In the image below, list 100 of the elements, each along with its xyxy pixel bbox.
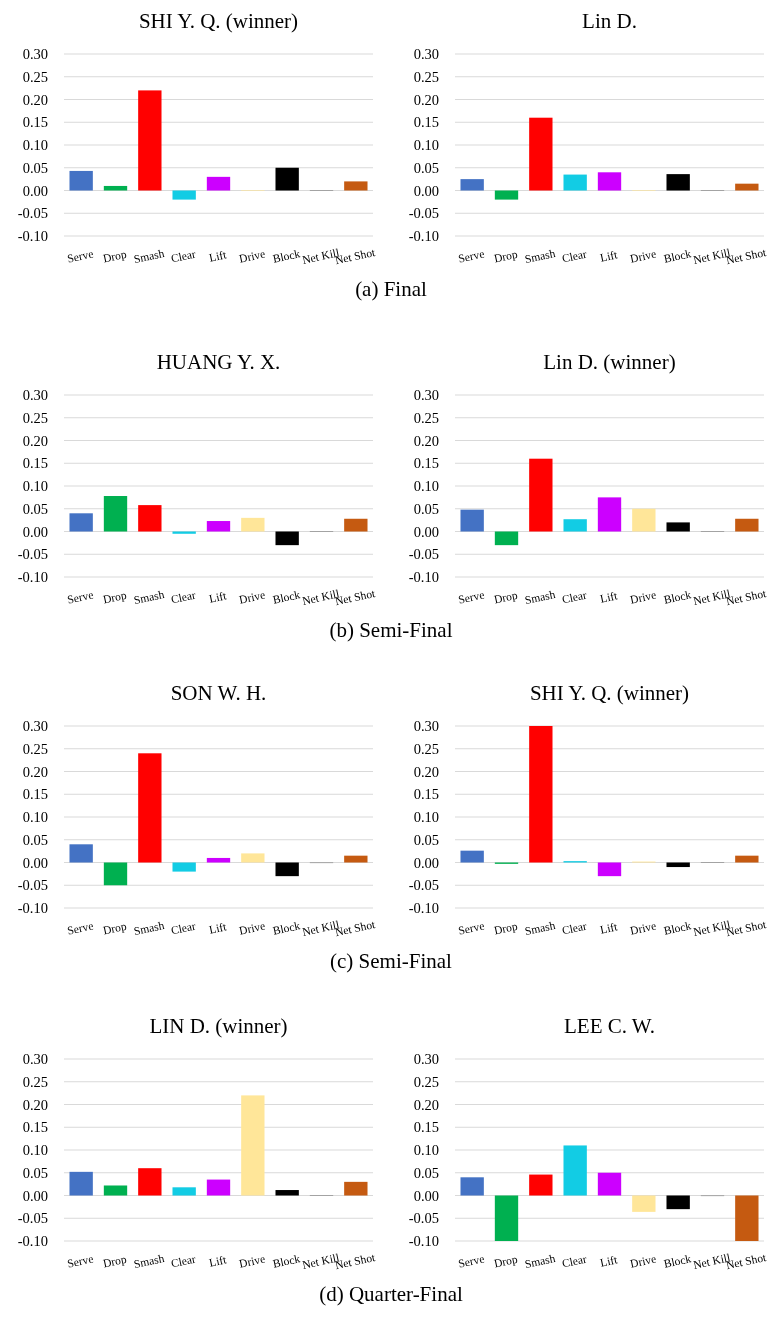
y-tick-label: 0.10 (22, 809, 48, 826)
bar (344, 181, 368, 191)
x-tick-label: Drop (101, 1252, 128, 1271)
x-tick-label: Serve (66, 919, 95, 937)
x-tick-label: Clear (169, 247, 197, 265)
x-tick-label: Block (662, 588, 693, 606)
y-tick-label: 0.10 (413, 478, 439, 495)
bar (460, 179, 484, 191)
x-tick-label: Lift (207, 1253, 229, 1269)
x-tick-label: Lift (207, 248, 229, 264)
x-tick-label: Smash (132, 1251, 166, 1271)
bar (275, 862, 299, 877)
x-tick-label: Serve (457, 1252, 486, 1270)
bar (138, 505, 162, 532)
y-tick-label: 0.00 (22, 1187, 48, 1204)
x-tick-label: Serve (457, 588, 486, 606)
y-tick-label: 0.00 (22, 854, 48, 871)
y-tick-label: -0.05 (17, 877, 48, 894)
y-tick-label: 0.25 (413, 740, 439, 757)
y-tick-label: 0.15 (22, 786, 48, 803)
bar (275, 531, 299, 546)
bar (632, 508, 656, 532)
y-tick-label: 0.20 (413, 432, 439, 449)
y-tick-label: 0.10 (413, 1142, 439, 1159)
y-tick-label: 0.20 (413, 763, 439, 780)
x-tick-label: Drop (101, 247, 128, 266)
x-tick-label: Drop (492, 247, 519, 266)
x-tick-label: Serve (66, 588, 95, 606)
bar (103, 496, 128, 532)
bar (241, 1095, 265, 1196)
y-tick-label: 0.05 (22, 159, 48, 176)
y-tick-label: 0.20 (22, 91, 48, 108)
x-tick-label: Drive (628, 588, 658, 606)
bar (632, 1195, 656, 1212)
y-tick-label: 0.25 (22, 1073, 48, 1090)
bar (666, 1195, 690, 1210)
bar (206, 857, 231, 863)
x-tick-label: Clear (560, 247, 588, 265)
bar (666, 174, 690, 191)
x-tick-label: Drive (237, 919, 267, 937)
y-tick-label: 0.25 (413, 68, 439, 85)
y-tick-label: 0.15 (413, 786, 439, 803)
x-tick-label: Clear (560, 919, 588, 937)
y-tick-label: 0.30 (413, 387, 439, 404)
text: (b) Semi-Final (329, 618, 453, 642)
chart-title: LIN D. (winner) (149, 1014, 288, 1038)
chart-title: Lin D. (582, 9, 637, 33)
x-tick-label: Clear (560, 1252, 588, 1270)
bar (597, 172, 622, 191)
bar (138, 753, 162, 863)
y-tick-label: -0.10 (408, 1233, 439, 1250)
bar (494, 531, 519, 546)
x-tick-label: Block (662, 919, 693, 937)
y-tick-label: 0.30 (22, 1051, 48, 1068)
y-tick-label: -0.05 (408, 205, 439, 222)
x-tick-label: Drop (492, 588, 519, 607)
y-tick-label: 0.15 (22, 455, 48, 472)
y-tick-label: 0.15 (22, 1119, 48, 1136)
text: (c) Semi-Final (330, 949, 453, 973)
x-tick-label: Drop (101, 919, 128, 938)
bar (172, 531, 196, 534)
x-tick-label: Block (271, 247, 302, 265)
y-tick-label: -0.05 (17, 1210, 48, 1227)
y-tick-label: 0.00 (22, 182, 48, 199)
y-tick-label: -0.05 (17, 546, 48, 563)
y-tick-label: 0.20 (413, 91, 439, 108)
bar (206, 1179, 231, 1196)
y-tick-label: 0.15 (22, 114, 48, 131)
y-tick-label: 0.10 (22, 478, 48, 495)
x-tick-label: Block (271, 919, 302, 937)
y-tick-label: 0.30 (22, 46, 48, 63)
y-tick-label: 0.05 (413, 1164, 439, 1181)
y-tick-label: 0.05 (22, 1164, 48, 1181)
bar (172, 190, 196, 200)
bar (529, 1174, 553, 1196)
bar (563, 174, 587, 191)
y-tick-label: 0.10 (413, 809, 439, 826)
bar (735, 855, 759, 863)
y-tick-label: -0.10 (408, 569, 439, 586)
y-tick-label: 0.20 (22, 1096, 48, 1113)
y-tick-label: 0.30 (22, 387, 48, 404)
x-tick-label: Drive (237, 1252, 267, 1270)
chart-title: HUANG Y. X. (156, 350, 281, 374)
bar (103, 862, 128, 886)
bar (460, 850, 484, 863)
bar (69, 844, 93, 863)
y-tick-label: -0.10 (17, 569, 48, 586)
chart-title: Lin D. (winner) (543, 350, 676, 374)
text: (a) Final (355, 277, 428, 301)
x-tick-label: Drive (628, 919, 658, 937)
y-tick-label: -0.05 (408, 877, 439, 894)
y-tick-label: 0.20 (22, 763, 48, 780)
bar (460, 1177, 484, 1196)
bar (344, 1181, 368, 1196)
y-tick-label: 0.00 (413, 1187, 439, 1204)
bar (138, 90, 162, 191)
bar (735, 1195, 759, 1241)
x-tick-label: Smash (523, 587, 557, 607)
x-tick-label: Lift (598, 920, 620, 936)
y-tick-label: -0.10 (408, 228, 439, 245)
